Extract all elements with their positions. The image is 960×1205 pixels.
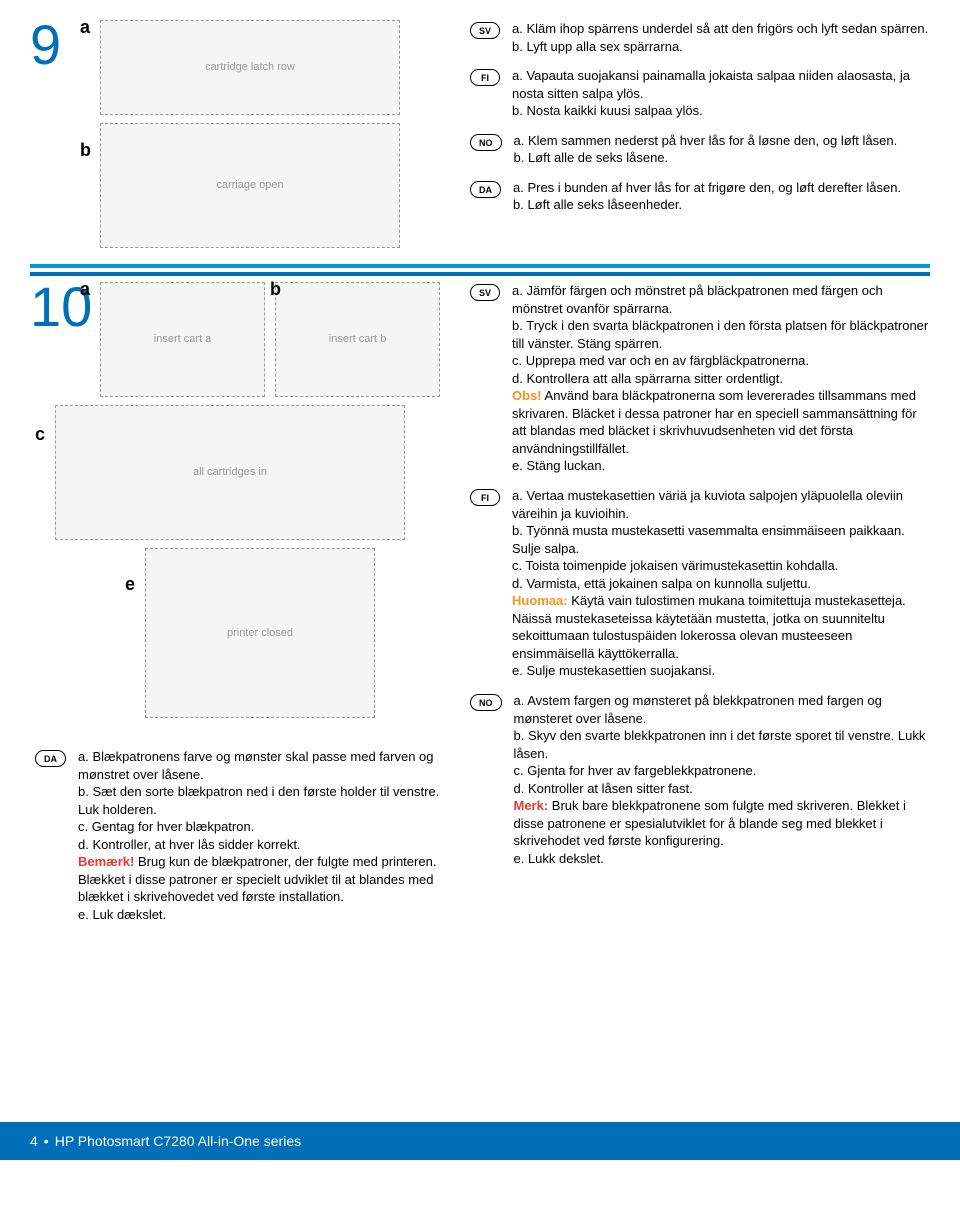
step10-fi-e: e. Sulje mustekasettien suojakansi. — [512, 662, 930, 680]
lang-label-sv-10: SV — [470, 284, 500, 301]
separator — [30, 264, 930, 276]
step10-illustration-c: all cartridges in — [55, 405, 405, 540]
lang-block-no: NO a. Klem sammen nederst på hver lås fo… — [470, 132, 930, 167]
step10-illustration-a: insert cart a — [100, 282, 265, 397]
lang-label-fi-10: FI — [470, 489, 500, 506]
step10-left: a b insert cart a insert cart b c all ca… — [80, 282, 470, 935]
separator-bar-1 — [30, 264, 930, 268]
step10-da-note: Bemærk! Brug kun de blækpatroner, der fu… — [78, 853, 460, 906]
lang-label-fi: FI — [470, 69, 500, 86]
img-label-10e: e — [125, 572, 135, 596]
lang-block-fi: FI a. Vapauta suojakansi painamalla joka… — [470, 67, 930, 120]
step9-no-b: b. Løft alle de seks låsene. — [514, 149, 931, 167]
step9-da-a: a. Pres i bunden af hver lås for at frig… — [513, 179, 930, 197]
lang-label-sv: SV — [470, 22, 500, 39]
step10-no-a: a. Avstem fargen og mønsteret på blekkpa… — [514, 692, 931, 727]
note-prefix-da: Bemærk! — [78, 854, 134, 869]
step-10-row: 10 a b insert cart a insert cart b c all… — [30, 282, 930, 935]
footer-page-num: 4 — [30, 1132, 38, 1151]
step10-fi-c: c. Toista toimenpide jokaisen värimustek… — [512, 557, 930, 575]
step10-no-c: c. Gjenta for hver av fargeblekkpatronen… — [514, 762, 931, 780]
step9-sv-a: a. Kläm ihop spärrens underdel så att de… — [512, 20, 930, 38]
note-prefix-no: Merk: — [514, 798, 549, 813]
footer-product: HP Photosmart C7280 All-in-One series — [55, 1132, 301, 1151]
step9-fi-a: a. Vapauta suojakansi painamalla jokaist… — [512, 67, 930, 102]
step10-sv-c: c. Upprepa med var och en av färgbläckpa… — [512, 352, 930, 370]
footer-bar: 4 • HP Photosmart C7280 All-in-One serie… — [0, 1122, 960, 1160]
step10-fi-d: d. Varmista, että jokainen salpa on kunn… — [512, 575, 930, 593]
note-text-fi: Käytä vain tulostimen mukana toimitettuj… — [512, 593, 906, 661]
step10-da-c: c. Gentag for hver blækpatron. — [78, 818, 460, 836]
step10-no-note: Merk: Bruk bare blekkpatronene som fulgt… — [514, 797, 931, 850]
step10-fi-block: FI a. Vertaa mustekasettien väriä ja kuv… — [470, 487, 930, 680]
step10-da-block: DA a. Blækpatronens farve og mønster ska… — [35, 748, 460, 923]
step9-da-b: b. Løft alle seks låseenheder. — [513, 196, 930, 214]
lang-block-sv: SV a. Kläm ihop spärrens underdel så att… — [470, 20, 930, 55]
step10-sv-a: a. Jämför färgen och mönstret på bläckpa… — [512, 282, 930, 317]
step10-fi-b: b. Työnnä musta mustekasetti vasemmalta … — [512, 522, 930, 557]
img-label-10a: a — [80, 277, 90, 301]
step10-da-b: b. Sæt den sorte blækpatron ned i den fø… — [78, 783, 460, 818]
step10-sv-block: SV a. Jämför färgen och mönstret på bläc… — [470, 282, 930, 475]
lang-label-da-10: DA — [35, 750, 66, 767]
lang-label-da: DA — [470, 181, 501, 198]
step10-fi-note: Huomaa: Käytä vain tulostimen mukana toi… — [512, 592, 930, 662]
lang-label-no-10: NO — [470, 694, 502, 711]
step10-no-e: e. Lukk dekslet. — [514, 850, 931, 868]
img-label-b: b — [80, 138, 91, 162]
step10-illustration-b: insert cart b — [275, 282, 440, 397]
img-label-10c: c — [35, 422, 45, 446]
step9-text: SV a. Kläm ihop spärrens underdel så att… — [470, 20, 930, 256]
lang-label-no: NO — [470, 134, 502, 151]
step-number-9: 9 — [30, 20, 80, 256]
img-label-10b: b — [270, 277, 281, 301]
step10-no-d: d. Kontroller at låsen sitter fast. — [514, 780, 931, 798]
note-text-no: Bruk bare blekkpatronene som fulgte med … — [514, 798, 906, 848]
note-prefix-fi: Huomaa: — [512, 593, 568, 608]
footer-bullet: • — [44, 1132, 49, 1151]
step10-fi-a: a. Vertaa mustekasettien väriä ja kuviot… — [512, 487, 930, 522]
step10-da-d: d. Kontroller, at hver lås sidder korrek… — [78, 836, 460, 854]
step10-sv-e: e. Stäng luckan. — [512, 457, 930, 475]
step10-right: SV a. Jämför färgen och mönstret på bläc… — [470, 282, 930, 935]
step10-sv-d: d. Kontrollera att alla spärrarna sitter… — [512, 370, 930, 388]
img-label-a: a — [80, 15, 90, 39]
step9-no-a: a. Klem sammen nederst på hver lås for å… — [514, 132, 931, 150]
step-9-row: 9 a cartridge latch row b carriage open … — [30, 20, 930, 256]
step10-da-e: e. Luk dækslet. — [78, 906, 460, 924]
step10-no-b: b. Skyv den svarte blekkpatronen inn i d… — [514, 727, 931, 762]
step9-fi-b: b. Nosta kaikki kuusi salpaa ylös. — [512, 102, 930, 120]
step10-sv-note: Obs! Använd bara bläckpatronerna som lev… — [512, 387, 930, 457]
step9-illustration-b: carriage open — [100, 123, 400, 248]
step10-illustration-e: printer closed — [145, 548, 375, 718]
note-prefix-sv: Obs! — [512, 388, 542, 403]
step9-sv-b: b. Lyft upp alla sex spärrarna. — [512, 38, 930, 56]
step10-sv-b: b. Tryck i den svarta bläckpatronen i de… — [512, 317, 930, 352]
note-text-sv: Använd bara bläckpatronerna som leverera… — [512, 388, 917, 456]
step10-da-a: a. Blækpatronens farve og mønster skal p… — [78, 748, 460, 783]
separator-bar-2 — [30, 272, 930, 276]
lang-block-da: DA a. Pres i bunden af hver lås for at f… — [470, 179, 930, 214]
step9-illustration-a: cartridge latch row — [100, 20, 400, 115]
step10-no-block: NO a. Avstem fargen og mønsteret på blek… — [470, 692, 930, 867]
step9-illustrations: a cartridge latch row b carriage open — [80, 20, 470, 256]
